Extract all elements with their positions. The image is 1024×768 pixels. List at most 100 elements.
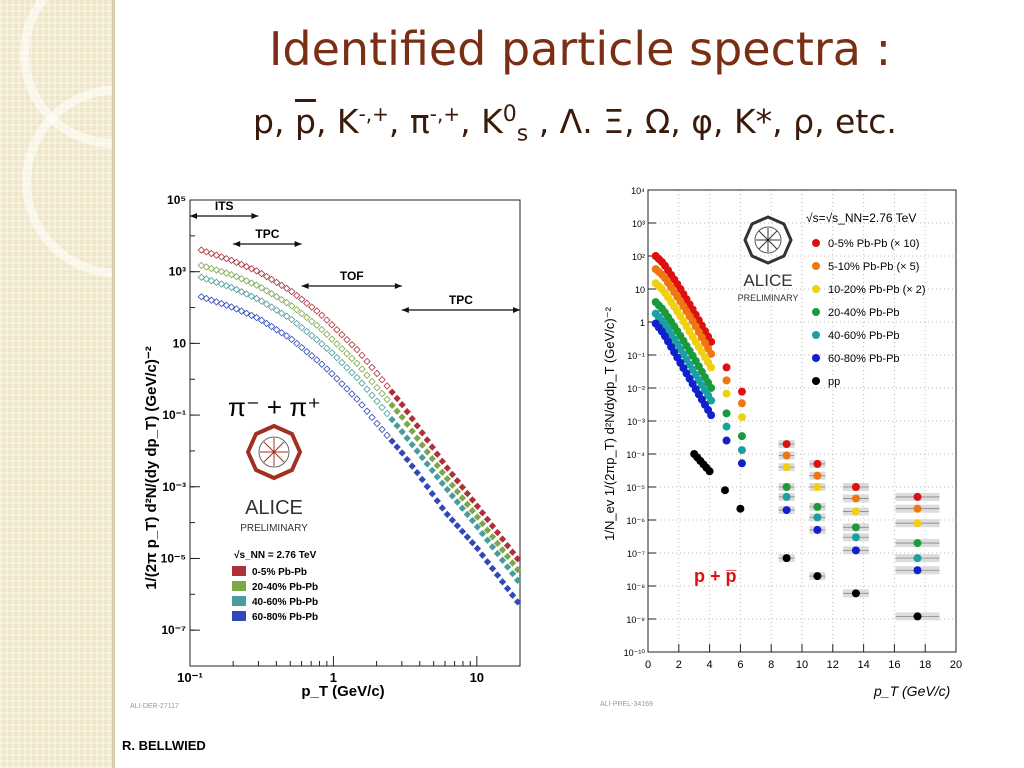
data-point	[252, 294, 261, 303]
data-point	[443, 475, 451, 483]
data-point	[378, 425, 386, 434]
data-point	[433, 473, 441, 481]
data-point	[423, 448, 431, 456]
legend-swatch	[232, 566, 246, 576]
data-point	[237, 288, 246, 296]
x-tick-label: 4	[707, 659, 713, 671]
data-point	[277, 309, 286, 317]
data-point	[782, 451, 791, 460]
plot-frame	[189, 199, 521, 667]
data-point	[722, 376, 731, 385]
data-point	[428, 455, 436, 463]
data-point	[252, 313, 261, 322]
data-point	[483, 515, 492, 524]
range-label: TPC	[255, 227, 279, 241]
data-point	[488, 533, 497, 541]
data-point	[438, 468, 446, 476]
data-point	[333, 374, 341, 383]
data-point	[272, 326, 281, 334]
data-point	[378, 376, 386, 384]
data-point	[707, 349, 716, 358]
data-point	[423, 482, 431, 491]
x-tick-label: 6	[737, 659, 743, 671]
data-point	[272, 278, 281, 287]
data-point	[388, 401, 396, 409]
data-point	[252, 281, 261, 289]
data-point	[478, 509, 487, 517]
y-tick-label: 10²	[632, 252, 645, 262]
data-point	[323, 365, 331, 373]
data-point	[438, 479, 446, 487]
subtitle-part: , K	[460, 102, 503, 141]
data-point	[293, 339, 301, 348]
data-point	[313, 336, 321, 344]
data-point	[813, 483, 822, 491]
data-point	[288, 335, 296, 344]
x-tick-label: 8	[768, 659, 774, 671]
data-point	[333, 340, 341, 348]
data-point	[358, 379, 366, 387]
data-point	[736, 504, 745, 513]
data-point	[267, 322, 276, 331]
range-label: TPC	[449, 293, 473, 307]
data-point	[503, 541, 512, 550]
data-point	[458, 494, 467, 502]
data-point	[423, 436, 431, 444]
data-point	[483, 526, 492, 534]
y-tick-label: 10⁻⁷	[627, 549, 645, 559]
data-point	[722, 422, 731, 431]
legend-label: 60-80% Pb-Pb	[252, 612, 318, 623]
data-point	[232, 305, 241, 313]
subtitle-sup: -,+	[358, 102, 389, 126]
data-point	[418, 441, 426, 449]
data-point	[707, 363, 716, 372]
data-point	[433, 450, 441, 458]
data-point	[373, 397, 381, 406]
data-point	[503, 552, 512, 561]
data-point	[913, 539, 922, 548]
data-point	[363, 371, 371, 379]
x-tick-label: 10⁻¹	[177, 670, 203, 685]
watermark: ALI-PREL-34169	[600, 701, 653, 708]
data-point	[413, 447, 421, 455]
legend-label: 0-5% Pb-Pb	[252, 567, 307, 578]
data-point	[353, 359, 361, 367]
data-point	[737, 446, 746, 455]
data-point	[277, 295, 286, 304]
legend-label: 40-60% Pb-Pb	[828, 330, 900, 342]
data-point	[463, 500, 472, 509]
data-point	[403, 455, 411, 464]
data-point	[383, 431, 391, 439]
data-point	[308, 317, 316, 326]
data-point	[413, 468, 421, 477]
data-point	[413, 434, 421, 442]
data-point	[262, 319, 271, 328]
data-point	[413, 422, 421, 430]
data-point	[737, 459, 746, 468]
data-point	[348, 354, 356, 363]
range-arrowhead	[301, 283, 309, 289]
alice-logo	[245, 423, 303, 481]
data-point	[232, 285, 241, 294]
legend-marker	[812, 354, 820, 362]
data-point	[438, 504, 446, 512]
x-tick-label: 20	[950, 659, 962, 671]
data-point	[408, 427, 416, 435]
data-point	[453, 477, 462, 485]
data-point	[257, 284, 266, 292]
data-point	[851, 533, 860, 542]
data-point	[851, 483, 860, 491]
data-point	[483, 536, 492, 544]
range-arrowhead	[233, 241, 241, 247]
y-tick-label: 10⁻⁷	[161, 623, 186, 637]
data-point	[242, 262, 251, 271]
data-point	[232, 272, 241, 281]
data-point	[403, 434, 411, 442]
data-point	[722, 389, 731, 398]
data-point	[737, 432, 746, 441]
data-point	[328, 349, 336, 357]
data-point	[468, 516, 477, 525]
data-point	[493, 539, 502, 548]
data-point	[468, 539, 477, 547]
x-tick-label: 2	[676, 659, 682, 671]
